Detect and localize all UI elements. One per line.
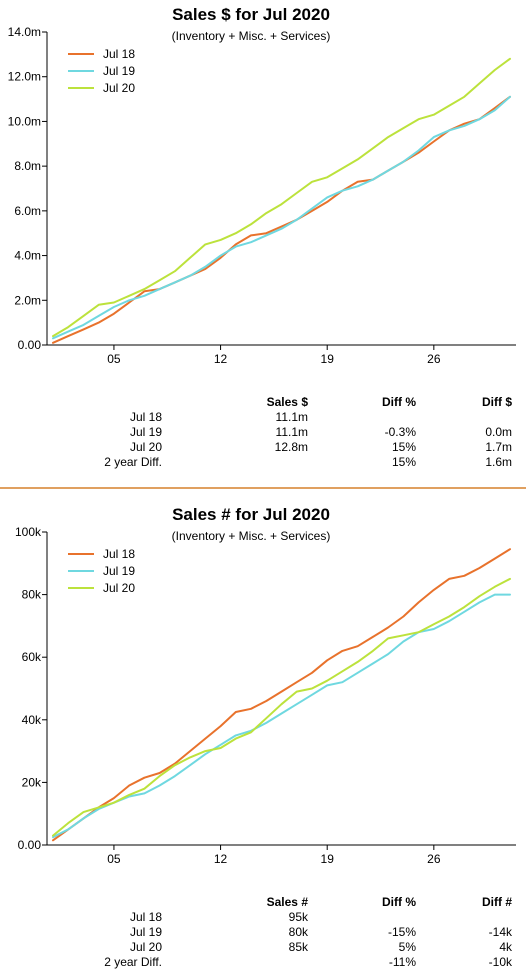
row-sales: 80k: [288, 925, 308, 939]
row-label: 2 year Diff.: [104, 455, 162, 469]
row-label: Jul 20: [129, 440, 162, 454]
x-tick-label: 26: [427, 352, 441, 366]
header-diff-pct: Diff %: [382, 895, 416, 909]
series-line-jul-19: [52, 593, 511, 839]
row-sales: 12.8m: [274, 440, 308, 454]
row-diff-pct: 5%: [398, 940, 416, 954]
header-diff-pct: Diff %: [382, 395, 416, 409]
row-diff-abs: 4k: [499, 940, 512, 954]
summary-row: Jul 18 11.1m: [0, 410, 526, 425]
row-diff-pct: 15%: [391, 440, 416, 454]
y-tick-label: 80k: [22, 588, 42, 602]
row-diff-abs: -14k: [488, 925, 512, 939]
row-diff-abs: 1.6m: [485, 455, 512, 469]
series-line-jul-19: [52, 95, 511, 340]
chart-title: Sales $ for Jul 2020: [172, 5, 330, 24]
header-diff-abs: Diff $: [482, 395, 512, 409]
series-line-jul-20: [52, 57, 511, 338]
legend-label: Jul 19: [103, 64, 135, 78]
row-label: Jul 20: [129, 940, 162, 954]
y-tick-label: 40k: [22, 713, 42, 727]
row-label: Jul 18: [129, 910, 162, 924]
header-diff-abs: Diff #: [482, 895, 512, 909]
legend-label: Jul 20: [103, 81, 135, 95]
chart-subtitle: (Inventory + Misc. + Services): [172, 529, 331, 543]
series-line-jul-20: [52, 577, 511, 837]
y-tick-label: 10.0m: [8, 114, 41, 128]
x-tick-label: 05: [107, 852, 121, 866]
summary-row: Jul 18 95k: [0, 910, 526, 925]
row-sales: 85k: [288, 940, 308, 954]
x-tick-label: 05: [107, 352, 121, 366]
summary-row: Jul 20 12.8m 15% 1.7m: [0, 440, 526, 455]
row-sales: 95k: [288, 910, 308, 924]
row-label: Jul 19: [129, 925, 162, 939]
x-tick-label: 12: [214, 352, 228, 366]
series-line-jul-18: [52, 548, 511, 842]
row-diff-pct: -11%: [388, 955, 416, 969]
y-tick-label: 14.0m: [8, 25, 41, 39]
x-tick-label: 26: [427, 852, 441, 866]
legend-label: Jul 18: [103, 547, 135, 561]
row-diff-abs: 1.7m: [485, 440, 512, 454]
y-tick-label: 4.0m: [14, 249, 41, 263]
header-sales: Sales #: [266, 895, 308, 909]
section-divider: [0, 487, 526, 489]
sales-count-chart: Sales # for Jul 2020 (Inventory + Misc. …: [15, 505, 516, 866]
sales-dollar-chart: Sales $ for Jul 2020 (Inventory + Misc. …: [8, 5, 516, 366]
y-tick-label: 6.0m: [14, 204, 41, 218]
row-sales: 11.1m: [275, 425, 308, 439]
row-diff-abs: 0.0m: [485, 425, 512, 439]
summary-row: 2 year Diff. -11% -10k: [0, 955, 526, 970]
y-tick-label: 0.00: [18, 838, 42, 852]
series-line-jul-18: [52, 95, 511, 344]
row-label: Jul 19: [129, 425, 162, 439]
row-diff-pct: 15%: [391, 455, 416, 469]
x-tick-label: 19: [321, 852, 335, 866]
row-diff-pct: -0.3%: [384, 425, 416, 439]
legend-label: Jul 19: [103, 564, 135, 578]
y-tick-label: 0.00: [18, 338, 42, 352]
summary-row: Jul 19 80k -15% -14k: [0, 925, 526, 940]
y-tick-label: 12.0m: [8, 70, 41, 84]
x-tick-label: 19: [321, 352, 335, 366]
x-tick-label: 12: [214, 852, 228, 866]
row-label: 2 year Diff.: [104, 955, 162, 969]
summary-row: Jul 20 85k 5% 4k: [0, 940, 526, 955]
row-diff-abs: -10k: [488, 955, 512, 969]
row-sales: 11.1m: [275, 410, 308, 424]
chart-subtitle: (Inventory + Misc. + Services): [172, 29, 331, 43]
summary-row: 2 year Diff. 15% 1.6m: [0, 455, 526, 470]
row-label: Jul 18: [129, 410, 162, 424]
y-tick-label: 100k: [15, 525, 42, 539]
chart-title: Sales # for Jul 2020: [172, 505, 330, 524]
legend-label: Jul 18: [103, 47, 135, 61]
y-tick-label: 8.0m: [14, 159, 41, 173]
legend-label: Jul 20: [103, 581, 135, 595]
row-diff-pct: -15%: [387, 925, 416, 939]
y-tick-label: 20k: [22, 775, 42, 789]
y-tick-label: 60k: [22, 650, 42, 664]
summary-row: Jul 19 11.1m -0.3% 0.0m: [0, 425, 526, 440]
header-sales: Sales $: [266, 395, 308, 409]
y-tick-label: 2.0m: [14, 293, 41, 307]
